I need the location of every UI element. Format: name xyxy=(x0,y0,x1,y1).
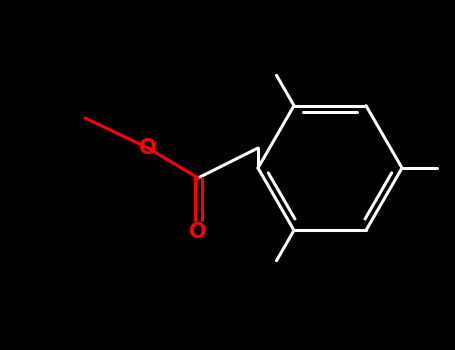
Text: O: O xyxy=(139,138,157,158)
Text: O: O xyxy=(189,222,207,242)
